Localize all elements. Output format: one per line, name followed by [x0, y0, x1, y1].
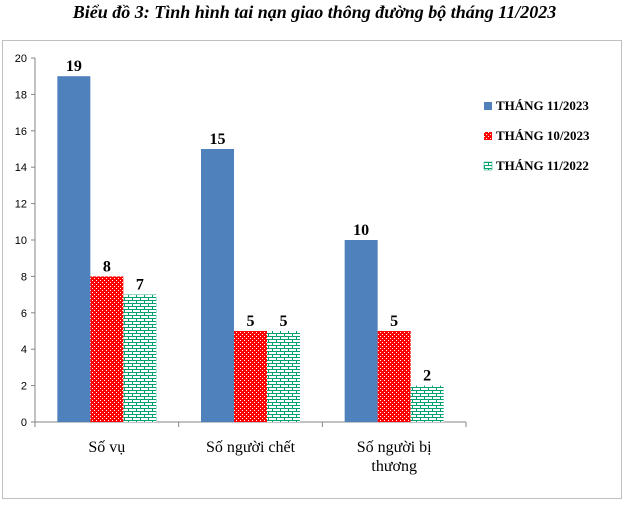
legend-swatch [484, 102, 492, 110]
legend-label: THÁNG 11/2022 [496, 158, 589, 173]
bar [57, 76, 91, 422]
y-tick-label: 8 [21, 271, 27, 283]
legend-swatch [484, 132, 492, 140]
bar [90, 276, 124, 422]
category-label: Số vụ [88, 439, 125, 456]
data-label: 5 [280, 313, 288, 330]
legend-swatch [483, 161, 493, 171]
data-label: 19 [66, 58, 82, 75]
y-tick-label: 12 [15, 199, 27, 211]
data-label: 5 [247, 313, 255, 330]
chart-title: Biểu đồ 3: Tình hình tai nạn giao thông … [72, 2, 557, 22]
bar [410, 385, 444, 422]
bar [201, 149, 234, 422]
y-tick-label: 18 [15, 89, 27, 101]
data-label: 10 [353, 222, 369, 239]
category-label: Số người bị thương [357, 439, 432, 475]
y-tick-label: 14 [15, 162, 27, 174]
data-label: 15 [210, 131, 226, 148]
y-tick-label: 0 [21, 417, 27, 429]
chart-frame [2, 40, 622, 499]
data-label: 7 [136, 277, 144, 294]
bar [267, 331, 300, 422]
y-tick-label: 2 [21, 381, 27, 393]
bar [234, 331, 267, 422]
bar [344, 240, 378, 422]
y-tick-label: 6 [21, 308, 27, 320]
y-tick-label: 10 [15, 235, 27, 247]
y-tick-label: 16 [15, 126, 27, 138]
y-tick-label: 20 [15, 53, 27, 65]
bar [377, 331, 411, 422]
bar [123, 294, 157, 422]
legend-label: THÁNG 10/2023 [496, 128, 590, 143]
data-label: 2 [423, 368, 431, 385]
data-label: 5 [390, 313, 398, 330]
y-tick-label: 4 [21, 344, 27, 356]
legend-label: THÁNG 11/2023 [496, 98, 589, 113]
data-label: 8 [103, 258, 111, 275]
category-label: Số người chết [206, 439, 296, 456]
